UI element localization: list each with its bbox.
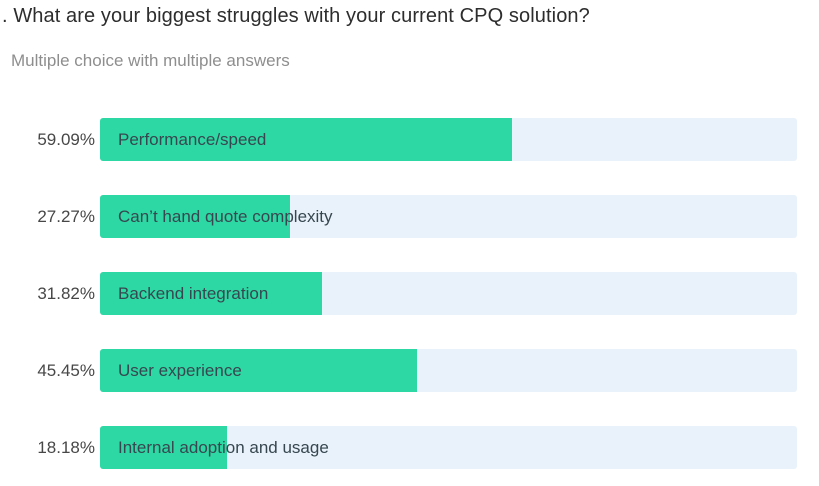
bar-fill: [100, 195, 291, 238]
bar-row: 59.09% Performance/speed: [0, 118, 819, 161]
bar-chart: 59.09% Performance/speed 27.27% Can’t ha…: [0, 118, 819, 486]
bar-value-label: 27.27%: [37, 206, 95, 226]
bar-track: Internal adoption and usage: [100, 426, 797, 469]
bar-fill: [100, 118, 512, 161]
bar-row: 27.27% Can’t hand quote complexity: [0, 195, 819, 238]
bar-row: 18.18% Internal adoption and usage: [0, 426, 819, 469]
bar-track: Can’t hand quote complexity: [100, 195, 797, 238]
question-type-subtitle: Multiple choice with multiple answers: [11, 51, 290, 70]
bar-category-label: User experience: [118, 360, 242, 380]
bar-track: User experience: [100, 349, 797, 392]
bar-track: Performance/speed: [100, 118, 797, 161]
bar-value-label: 31.82%: [37, 283, 95, 303]
bar-value-label: 59.09%: [37, 129, 95, 149]
bar-row: 31.82% Backend integration: [0, 272, 819, 315]
bar-value-label: 45.45%: [37, 360, 95, 380]
bar-category-label: Performance/speed: [118, 129, 267, 149]
bar-category-label: Internal adoption and usage: [118, 437, 329, 457]
bar-category-label: Can’t hand quote complexity: [118, 206, 333, 226]
bar-row: 45.45% User experience: [0, 349, 819, 392]
bar-value-label: 18.18%: [37, 437, 95, 457]
bar-fill: [100, 426, 227, 469]
bar-track: Backend integration: [100, 272, 797, 315]
bar-fill: [100, 349, 417, 392]
bar-category-label: Backend integration: [118, 283, 269, 303]
bar-fill: [100, 272, 322, 315]
question-title: . What are your biggest struggles with y…: [2, 5, 590, 27]
